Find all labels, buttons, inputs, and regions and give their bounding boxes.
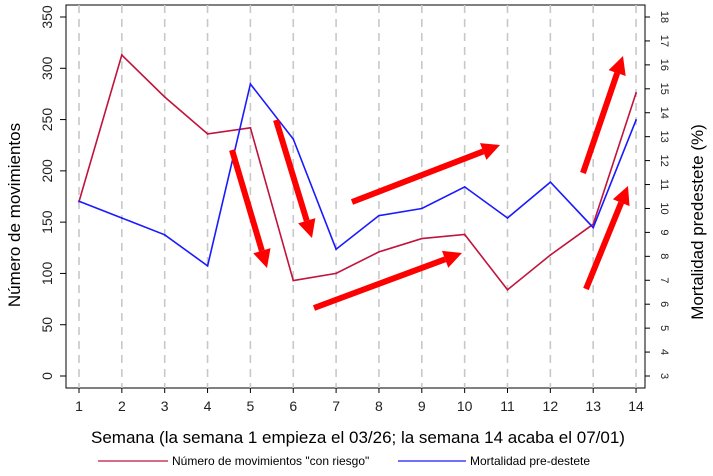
annotation-arrow-shaft [273, 119, 310, 222]
y-axis-title-left: Número de movimientos [5, 123, 24, 307]
data-point-risk-movements [378, 250, 380, 253]
legend-label-mortality: Mortalidad pre-destete [470, 454, 590, 468]
annotation-arrow-head [298, 218, 316, 238]
data-point-mortality [592, 226, 595, 229]
annotation-arrows [229, 56, 630, 311]
x-tick-label: 3 [161, 398, 169, 414]
y-tick-label-left: 0 [39, 372, 55, 380]
x-tick-label: 10 [457, 398, 473, 414]
y-tick-label-left: 100 [39, 262, 55, 286]
y-tick-label-right: 7 [658, 277, 670, 283]
data-point-mortality [206, 265, 209, 267]
grid [78, 5, 637, 388]
y-tick-label-right: 13 [658, 131, 670, 143]
data-point-mortality [163, 233, 166, 236]
y-tick-label-right: 4 [658, 349, 670, 355]
data-point-mortality [78, 200, 80, 203]
y-tick-label-left: 50 [39, 317, 55, 333]
x-tick-label: 14 [628, 398, 644, 414]
annotation-arrow-shaft [580, 72, 621, 174]
annotation-arrow-head [441, 250, 462, 268]
data-point-risk-movements [163, 96, 166, 98]
annotation-arrow-head [479, 143, 500, 160]
y-tick-label-right: 18 [658, 11, 670, 23]
y-tick-label-right: 14 [658, 107, 670, 119]
x-axis: 1 2 3 4 5 6 7 8 9 10 11 12 13 14 [75, 388, 644, 414]
y-tick-label-right: 15 [658, 83, 670, 95]
y-tick-label-right: 11 [658, 179, 670, 190]
x-tick-label: 11 [500, 398, 515, 414]
annotation-arrow-head [608, 56, 626, 76]
data-point-mortality [549, 181, 552, 184]
y-tick-label-left: 300 [39, 56, 55, 80]
data-point-mortality [463, 186, 466, 188]
series-lines [78, 53, 637, 291]
y-tick-label-right: 10 [658, 202, 670, 214]
data-point-mortality [378, 214, 380, 217]
data-point-risk-movements [120, 54, 123, 56]
data-point-risk-movements [249, 126, 252, 129]
x-tick-label: 4 [204, 398, 212, 414]
y-tick-label-right: 3 [658, 373, 670, 379]
data-point-mortality [420, 207, 423, 210]
data-point-risk-movements [206, 133, 209, 135]
y-tick-label-left: 150 [39, 210, 55, 234]
legend: Número de movimientos "con riesgo" Morta… [98, 454, 590, 468]
annotation-arrow-shaft [229, 149, 265, 252]
data-point-mortality [249, 83, 252, 85]
annotation-arrow-shaft [583, 201, 624, 291]
left-axis: 0 50 100 150 200 250 300 350 [39, 5, 66, 380]
x-tick-label: 8 [375, 398, 383, 414]
y-tick-label-left: 200 [39, 159, 55, 183]
x-axis-title: Semana (la semana 1 empieza el 03/26; la… [91, 428, 625, 447]
data-point-mortality [292, 138, 295, 140]
data-point-risk-movements [635, 92, 637, 94]
data-point-risk-movements [463, 233, 466, 236]
y-tick-label-right: 12 [658, 154, 670, 166]
y-tick-label-right: 5 [658, 325, 670, 331]
x-tick-label: 9 [418, 398, 426, 414]
series-line-mortality [78, 82, 637, 268]
legend-label-risk-movements: Número de movimientos "con riesgo" [172, 454, 369, 468]
data-point-mortality [635, 119, 637, 121]
data-point-risk-movements [506, 288, 509, 291]
y-tick-label-right: 16 [658, 59, 670, 71]
y-tick-label-right: 9 [658, 229, 670, 235]
data-point-risk-movements [420, 237, 423, 240]
x-tick-label: 13 [585, 398, 601, 414]
x-tick-label: 12 [543, 398, 559, 414]
y-tick-label-right: 17 [658, 35, 670, 47]
data-point-mortality [120, 217, 123, 219]
annotation-arrow-head [253, 248, 271, 268]
data-point-risk-movements [549, 254, 552, 256]
y-tick-label-right: 6 [658, 301, 670, 307]
x-tick-label: 1 [75, 398, 83, 414]
y-tick-label-right: 8 [658, 253, 670, 259]
annotation-arrow-shaft [312, 256, 447, 311]
plot-frame [65, 4, 646, 389]
x-tick-label: 6 [289, 398, 297, 414]
series-line-risk-movements [78, 53, 637, 291]
data-point-risk-movements [335, 272, 337, 275]
data-point-mortality [335, 248, 337, 251]
x-tick-label: 2 [118, 398, 126, 414]
x-tick-label: 7 [332, 398, 340, 414]
right-axis: 3 4 5 6 7 8 9 10 11 12 13 14 15 16 17 18 [645, 11, 670, 379]
y-tick-label-left: 350 [39, 5, 55, 29]
x-tick-label: 5 [247, 398, 255, 414]
data-point-risk-movements [292, 279, 295, 282]
data-point-mortality [506, 217, 509, 219]
annotation-arrow-shaft [350, 148, 485, 205]
y-axis-title-right: Mortalidad predestete (%) [688, 124, 707, 320]
annotation-arrow-head [612, 186, 630, 207]
y-tick-label-left: 250 [39, 108, 55, 132]
